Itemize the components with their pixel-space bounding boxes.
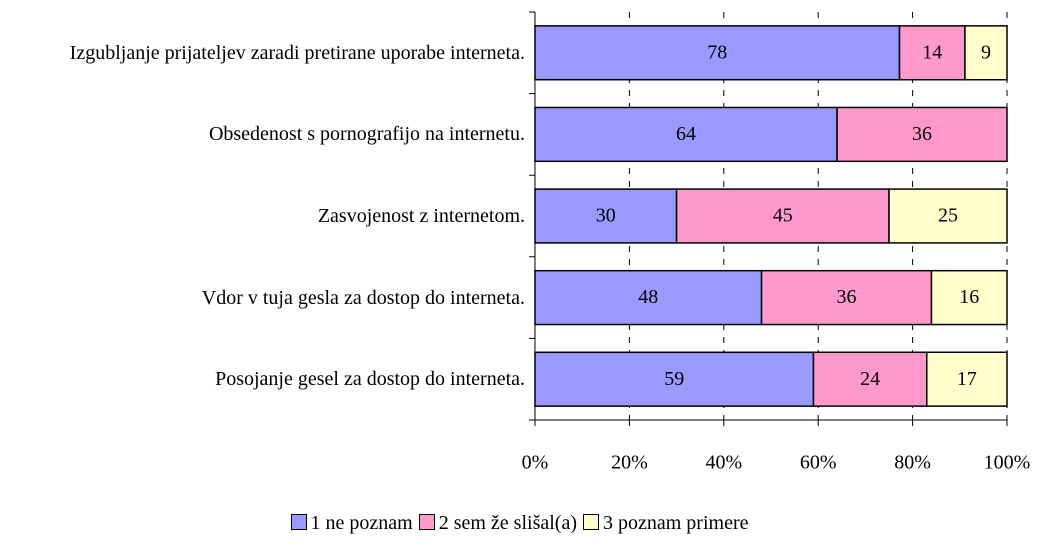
bar-segment — [836, 106, 1008, 163]
bar-segment — [760, 269, 933, 326]
bar-segment — [964, 25, 1008, 81]
legend-item: 3 poznam primere — [582, 510, 749, 536]
data-label: 36 — [837, 286, 857, 308]
data-label: 78 — [707, 41, 727, 63]
data-label: 36 — [912, 123, 932, 145]
category-label: Obsedenost s pornografijo na internetu. — [208, 123, 525, 146]
legend-swatch — [582, 514, 599, 530]
x-tick-label: 60% — [800, 452, 837, 474]
category-label: Izgubljanje prijateljev zaradi pretirane… — [69, 41, 525, 64]
category-label: Vdor v tuja gesla za dostop do interneta… — [201, 286, 525, 309]
legend-label: 2 sem že slišal(a) — [438, 512, 577, 534]
bar-segment — [534, 25, 901, 81]
bar-segment — [888, 188, 1008, 244]
legend-swatch — [290, 514, 307, 530]
x-tick-label: 20% — [611, 452, 648, 474]
data-label: 14 — [922, 41, 942, 63]
data-label: 17 — [957, 368, 977, 390]
legend-swatch — [418, 514, 435, 530]
bar-segment — [534, 351, 815, 407]
data-label: 48 — [638, 286, 658, 308]
legend-label: 3 poznam primere — [602, 512, 749, 534]
legend-item: 2 sem že slišal(a) — [418, 510, 577, 536]
x-tick-label: 80% — [894, 452, 931, 474]
bar-segment — [534, 269, 763, 326]
bar-segment — [930, 269, 1008, 326]
legend-label: 1 ne poznam — [310, 512, 413, 534]
data-label: 59 — [664, 368, 684, 390]
bar-segment — [534, 106, 838, 163]
legend: 1 ne poznam 2 sem že slišal(a) 3 poznam pr… — [0, 510, 1039, 536]
data-label: 9 — [981, 41, 991, 63]
data-label: 25 — [938, 205, 958, 227]
x-tick-label: 0% — [522, 452, 549, 474]
x-tick-label: 100% — [984, 452, 1031, 474]
bar-segment — [534, 188, 678, 244]
data-label: 24 — [860, 368, 880, 390]
category-label: Zasvojenost z internetom. — [317, 205, 525, 227]
x-tick-label: 40% — [705, 452, 742, 474]
legend-item: 1 ne poznam — [290, 510, 413, 536]
data-label: 64 — [676, 123, 696, 145]
bar-segment — [926, 351, 1008, 407]
category-label: Posojanje gesel za dostop do interneta. — [215, 368, 525, 391]
data-label: 16 — [959, 286, 979, 308]
bar-segment — [898, 25, 966, 81]
data-label: 45 — [773, 205, 793, 227]
data-label: 30 — [596, 205, 616, 227]
bar-segment — [812, 351, 928, 407]
